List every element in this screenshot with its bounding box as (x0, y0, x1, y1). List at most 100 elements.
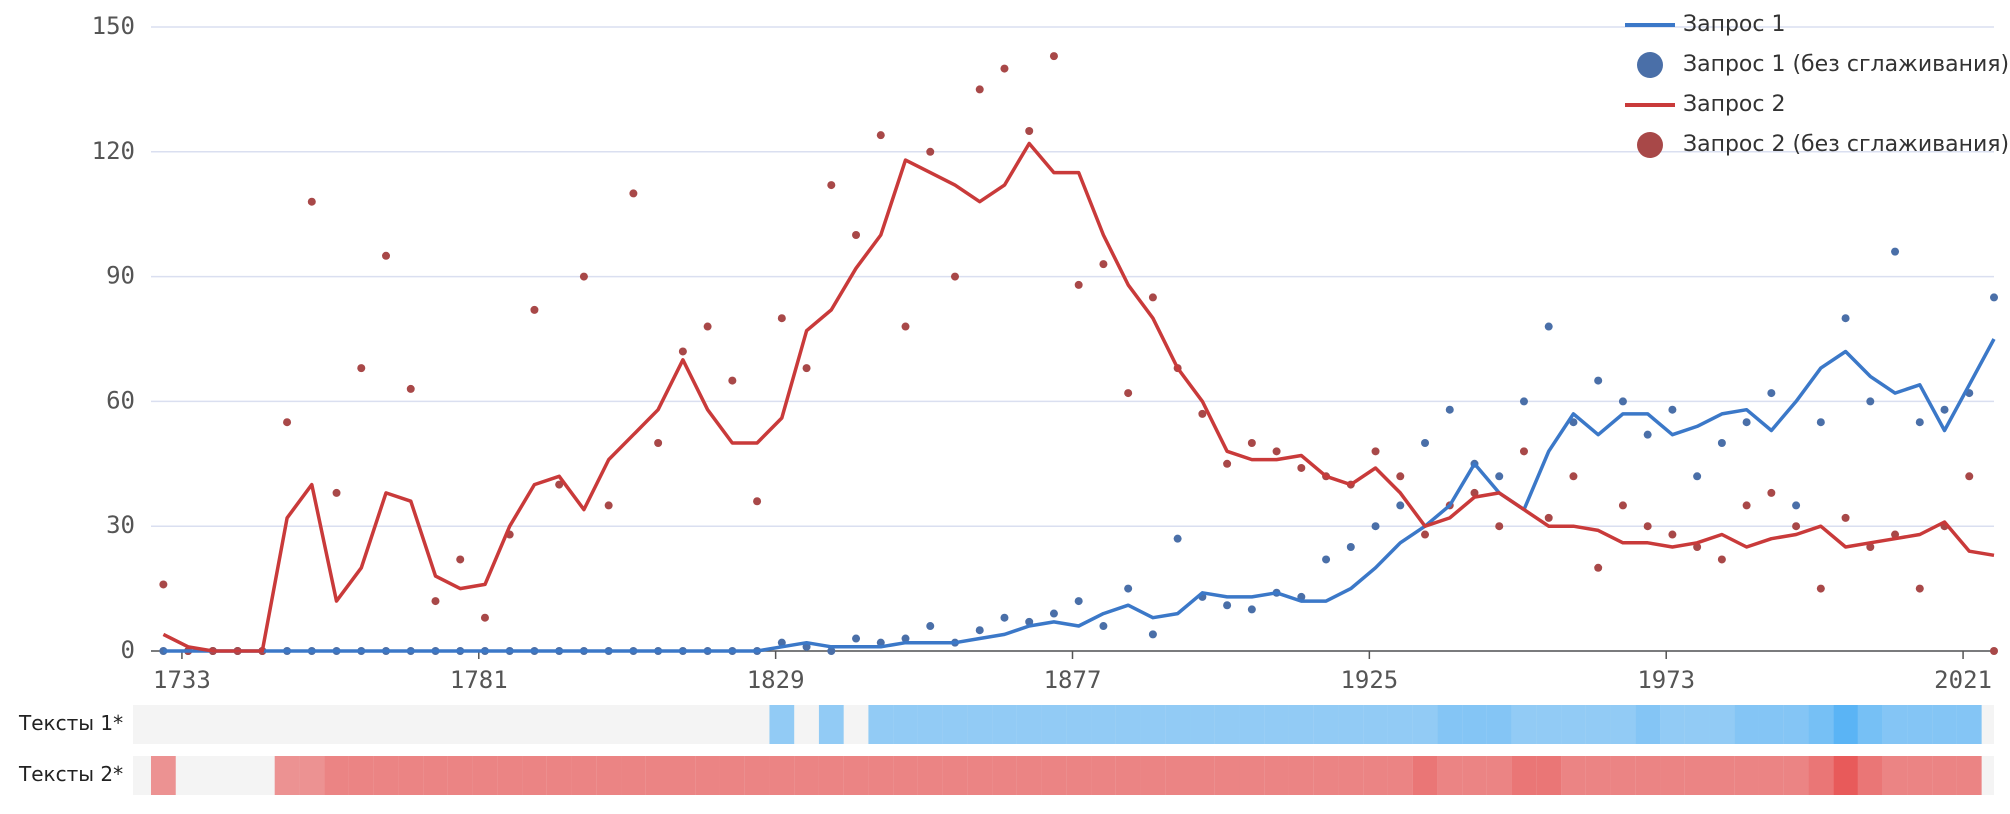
data-point (1371, 522, 1380, 531)
strip-cell (843, 756, 869, 795)
data-point (1742, 418, 1751, 427)
strip-cell (744, 756, 770, 795)
strip-cell (1882, 756, 1908, 795)
legend-label: Запрос 2 (1683, 92, 1785, 117)
strip-cell (1313, 705, 1339, 744)
data-point (1990, 647, 1998, 655)
strip-cell (1585, 705, 1611, 744)
strip-cell (1190, 705, 1215, 744)
data-point (1074, 280, 1083, 289)
strip-cell (1462, 756, 1487, 795)
data-point (852, 231, 861, 239)
data-point (1965, 472, 1974, 481)
strip-cell (1486, 705, 1512, 744)
strip-cell (1338, 705, 1364, 744)
strip-cell (967, 705, 993, 744)
strip-cell (1190, 756, 1215, 795)
data-point (678, 347, 687, 356)
strip-cell (1709, 705, 1735, 744)
strip-cell (1264, 756, 1289, 795)
strip-cell (794, 756, 819, 795)
data-point (975, 85, 984, 94)
strip-cell (1758, 705, 1784, 744)
x-tick-label: 1781 (450, 666, 508, 694)
data-point (1569, 418, 1578, 427)
x-tick-label: 1973 (1637, 666, 1695, 694)
data-point (926, 622, 935, 631)
strip-cell (621, 756, 646, 795)
x-tick-label: 1925 (1340, 666, 1398, 694)
data-point (1816, 418, 1825, 427)
strip-cell (1363, 705, 1388, 744)
data-point (382, 251, 391, 260)
strip-cell (546, 756, 572, 795)
data-point (1297, 463, 1306, 472)
strip-cell (670, 756, 696, 795)
strip-cell (1511, 756, 1537, 795)
data-point (703, 322, 712, 331)
data-point (1396, 501, 1405, 510)
data-point (307, 197, 316, 206)
data-point (1767, 389, 1776, 398)
y-tick-label: 0 (121, 636, 135, 664)
strip-cell (1536, 756, 1562, 795)
strip-cell (1585, 756, 1611, 795)
y-tick-label: 30 (106, 511, 135, 539)
strip-cell (1956, 705, 1982, 744)
strip-cell (1956, 756, 1982, 795)
strip-cell (1660, 705, 1685, 744)
strip-cell (1907, 756, 1933, 795)
strip-cell (1857, 705, 1883, 744)
strip-cell (1462, 705, 1487, 744)
strip-cell (1288, 756, 1314, 795)
data-point (1223, 459, 1232, 468)
data-point (802, 642, 811, 651)
data-point (1668, 405, 1677, 414)
data-point (876, 638, 885, 647)
strip-cell (1808, 705, 1834, 744)
strip-cell (1783, 705, 1809, 744)
strip-cell (719, 756, 745, 795)
data-point (579, 272, 588, 281)
strip-cell (1635, 756, 1661, 795)
data-point (1717, 439, 1726, 447)
strip-cell (942, 705, 968, 744)
data-point (777, 314, 786, 323)
data-point (1346, 543, 1355, 551)
series-line (162, 141, 1995, 653)
data-point (1693, 543, 1702, 551)
data-point (753, 497, 762, 506)
data-point (159, 580, 168, 589)
data-point (1643, 430, 1652, 439)
data-point (1519, 447, 1528, 456)
strip-cell (1140, 705, 1166, 744)
strip-cell (398, 756, 424, 795)
strip-cell (1511, 705, 1537, 744)
strip-cell (818, 705, 844, 744)
legend-label: Запрос 1 (1683, 12, 1785, 37)
data-point (1049, 52, 1058, 61)
data-point (1841, 513, 1850, 522)
strip-cell (769, 756, 795, 795)
strip-cell (1363, 756, 1388, 795)
strip-cell (1288, 705, 1314, 744)
strip-cell (1932, 756, 1957, 795)
data-point (950, 272, 959, 281)
data-point (1544, 322, 1553, 331)
strip-cell (1783, 756, 1809, 795)
data-point (1618, 397, 1627, 406)
data-point (1124, 389, 1133, 398)
data-point (1544, 513, 1553, 522)
data-point (975, 626, 984, 635)
data-point (1866, 397, 1875, 406)
x-tick-label: 1877 (1044, 666, 1102, 694)
strip-cell (1660, 756, 1685, 795)
series-line (163, 338, 1996, 653)
data-point (1396, 472, 1405, 481)
strip-cell (423, 756, 448, 795)
strip-cell (1932, 705, 1957, 744)
data-point (1915, 418, 1924, 427)
strip-cell (645, 756, 671, 795)
data-point (1445, 405, 1454, 414)
strip-cell (1115, 756, 1141, 795)
